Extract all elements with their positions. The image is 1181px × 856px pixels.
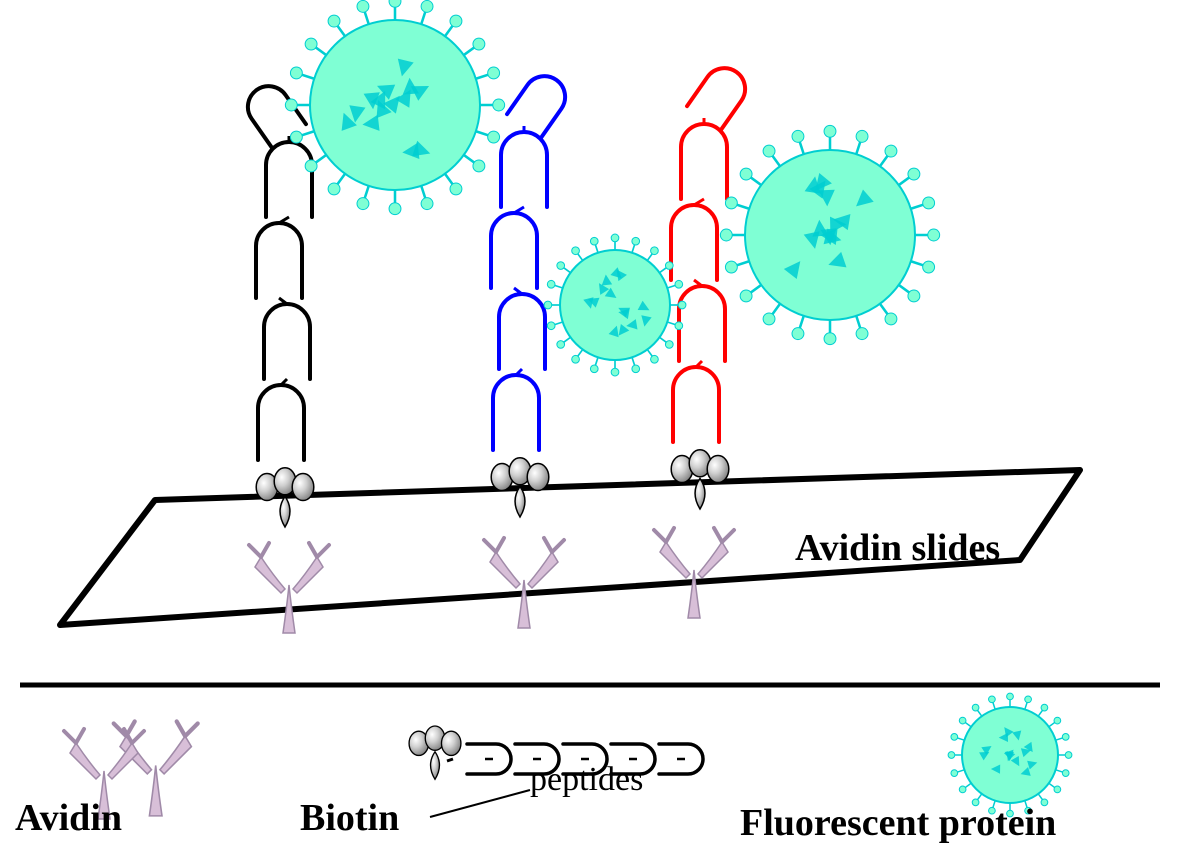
avidin-icon [249, 543, 329, 633]
avidin-icon [484, 538, 564, 628]
biotin-icon [256, 468, 314, 527]
virus-icon [948, 693, 1072, 817]
legend-biotin-connector [430, 790, 530, 817]
legend-fluorescent-label: Fluorescent protein [740, 802, 1056, 844]
peptide-chain [671, 60, 753, 442]
legend-biotin-label: Biotin [300, 797, 399, 839]
biotin-icon [671, 450, 729, 509]
biotin-icon [409, 726, 461, 779]
slide-label: Avidin slides [795, 527, 1000, 569]
diagram-canvas: Avidin slides Avidin Biotin peptides Fluores… [0, 0, 1181, 856]
virus-icon [544, 234, 686, 376]
biotin-icon [491, 458, 549, 517]
avidin-icon [654, 528, 734, 618]
virus-icon [285, 0, 504, 215]
virus-icon [720, 125, 939, 344]
legend-avidin-label: Avidin [15, 797, 122, 839]
peptide-chain [491, 68, 573, 450]
legend-peptides-label: peptides [530, 761, 643, 798]
